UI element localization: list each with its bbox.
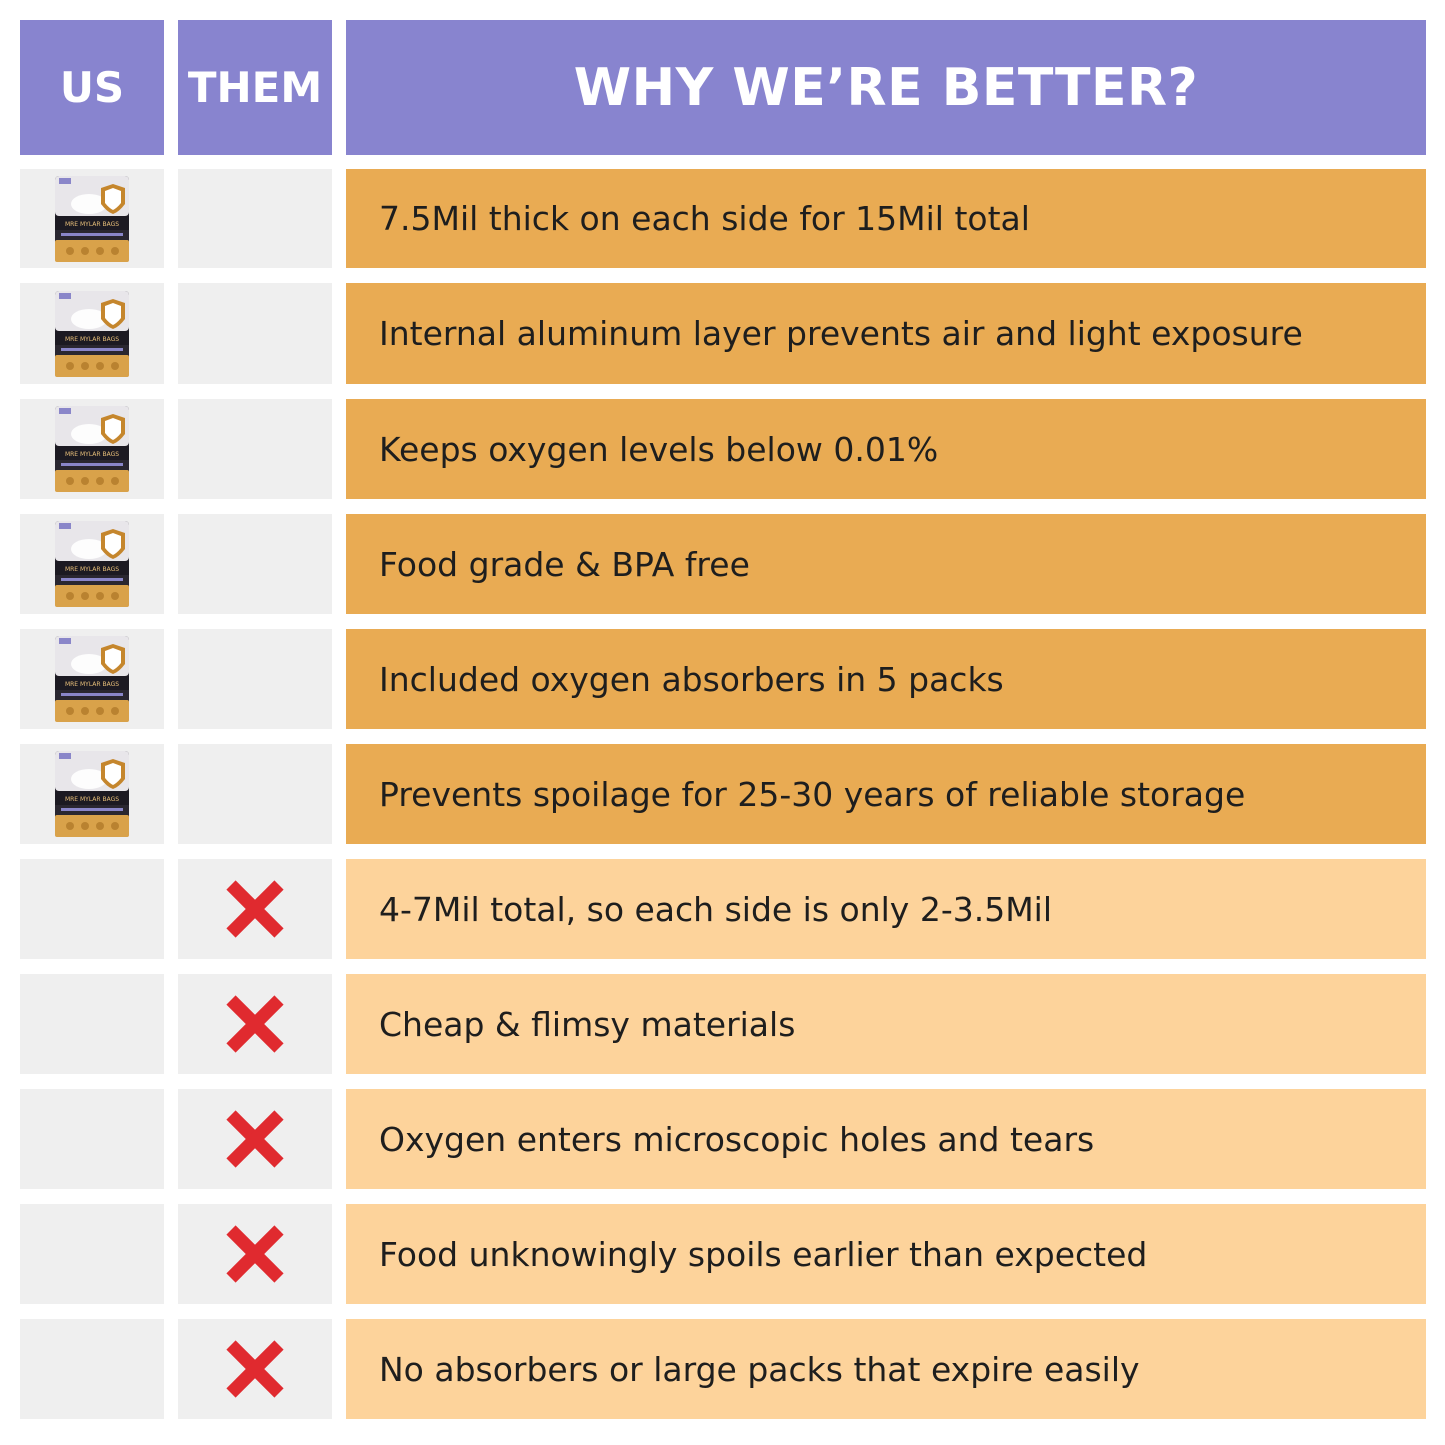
them-cell xyxy=(178,859,332,959)
them-cell xyxy=(178,744,332,844)
benefit-row: Internal aluminum layer prevents air and… xyxy=(346,283,1426,384)
svg-text:MRE MYLAR BAGS: MRE MYLAR BAGS xyxy=(65,451,119,458)
drawback-text: 4-7Mil total, so each side is only 2-3.5… xyxy=(379,889,1053,929)
x-icon xyxy=(224,1338,286,1400)
x-icon xyxy=(224,878,286,940)
svg-text:MRE MYLAR BAGS: MRE MYLAR BAGS xyxy=(65,681,119,688)
us-cell xyxy=(20,859,164,959)
x-icon xyxy=(224,993,286,1055)
benefit-text: Food grade & BPA free xyxy=(379,544,750,584)
us-cell: MRE MYLAR BAGS xyxy=(20,169,164,268)
product-bag-icon: MRE MYLAR BAGS xyxy=(55,406,129,492)
product-bag-icon: MRE MYLAR BAGS xyxy=(55,636,129,722)
us-cell: MRE MYLAR BAGS xyxy=(20,283,164,384)
them-cell xyxy=(178,1204,332,1304)
us-cell xyxy=(20,1204,164,1304)
header-why-better: WHY WE’RE BETTER? xyxy=(346,20,1426,155)
product-bag-icon: MRE MYLAR BAGS xyxy=(55,175,129,262)
product-bag-icon: MRE MYLAR BAGS xyxy=(55,290,129,377)
us-cell: MRE MYLAR BAGS xyxy=(20,514,164,614)
us-cell xyxy=(20,1089,164,1189)
drawback-row: No absorbers or large packs that expire … xyxy=(346,1319,1426,1419)
svg-text:MRE MYLAR BAGS: MRE MYLAR BAGS xyxy=(65,336,119,343)
benefit-row: Prevents spoilage for 25-30 years of rel… xyxy=(346,744,1426,844)
header-them: THEM xyxy=(178,20,332,155)
svg-text:MRE MYLAR BAGS: MRE MYLAR BAGS xyxy=(65,221,119,228)
drawback-text: No absorbers or large packs that expire … xyxy=(379,1349,1140,1389)
drawback-row: Food unknowingly spoils earlier than exp… xyxy=(346,1204,1426,1304)
drawback-text: Oxygen enters microscopic holes and tear… xyxy=(379,1119,1095,1159)
them-cell xyxy=(178,169,332,268)
them-cell xyxy=(178,974,332,1074)
us-cell xyxy=(20,974,164,1074)
drawback-row: Cheap & flimsy materials xyxy=(346,974,1426,1074)
x-icon xyxy=(224,1223,286,1285)
product-bag-icon: MRE MYLAR BAGS xyxy=(55,751,129,837)
them-cell xyxy=(178,629,332,729)
x-icon xyxy=(224,1108,286,1170)
benefit-row: Food grade & BPA free xyxy=(346,514,1426,614)
them-cell xyxy=(178,1089,332,1189)
benefit-row: Included oxygen absorbers in 5 packs xyxy=(346,629,1426,729)
svg-text:MRE MYLAR BAGS: MRE MYLAR BAGS xyxy=(65,796,119,803)
us-cell: MRE MYLAR BAGS xyxy=(20,629,164,729)
drawback-text: Cheap & flimsy materials xyxy=(379,1004,796,1044)
them-cell xyxy=(178,1319,332,1419)
us-cell: MRE MYLAR BAGS xyxy=(20,744,164,844)
drawback-row: Oxygen enters microscopic holes and tear… xyxy=(346,1089,1426,1189)
benefit-text: Keeps oxygen levels below 0.01% xyxy=(379,429,939,469)
benefit-text: Internal aluminum layer prevents air and… xyxy=(379,314,1303,353)
benefit-row: Keeps oxygen levels below 0.01% xyxy=(346,399,1426,499)
us-cell: MRE MYLAR BAGS xyxy=(20,399,164,499)
drawback-row: 4-7Mil total, so each side is only 2-3.5… xyxy=(346,859,1426,959)
benefit-text: Prevents spoilage for 25-30 years of rel… xyxy=(379,774,1246,814)
them-cell xyxy=(178,283,332,384)
benefit-text: 7.5Mil thick on each side for 15Mil tota… xyxy=(379,199,1030,238)
drawback-text: Food unknowingly spoils earlier than exp… xyxy=(379,1234,1148,1274)
them-cell xyxy=(178,514,332,614)
benefit-text: Included oxygen absorbers in 5 packs xyxy=(379,659,1004,699)
svg-text:MRE MYLAR BAGS: MRE MYLAR BAGS xyxy=(65,566,119,573)
us-cell xyxy=(20,1319,164,1419)
header-us: US xyxy=(20,20,164,155)
product-bag-icon: MRE MYLAR BAGS xyxy=(55,521,129,607)
benefit-row: 7.5Mil thick on each side for 15Mil tota… xyxy=(346,169,1426,268)
them-cell xyxy=(178,399,332,499)
